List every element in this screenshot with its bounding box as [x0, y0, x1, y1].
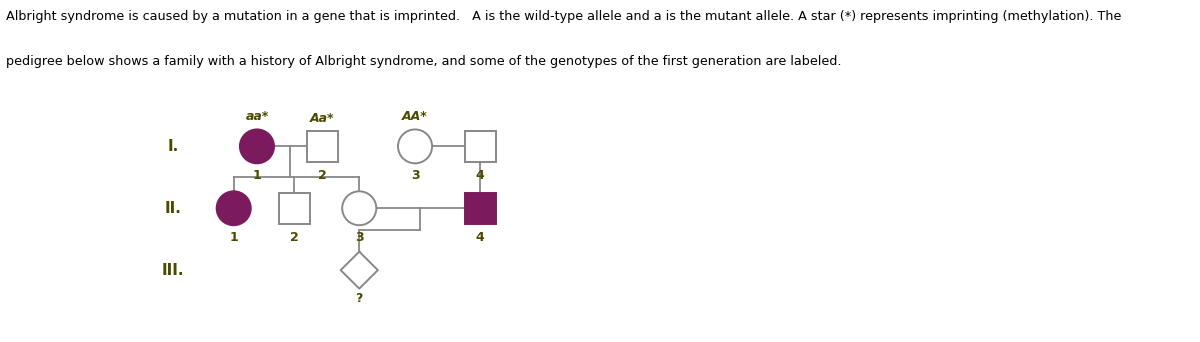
Text: 3: 3: [410, 170, 419, 183]
Bar: [306, 131, 337, 162]
Bar: [464, 193, 496, 224]
Text: 4: 4: [475, 231, 485, 245]
Text: 1: 1: [229, 231, 238, 245]
Text: 4: 4: [475, 170, 485, 183]
Ellipse shape: [342, 191, 377, 225]
Text: AA*: AA*: [402, 110, 428, 123]
Text: 1: 1: [252, 170, 262, 183]
Text: pedigree below shows a family with a history of Albright syndrome, and some of t: pedigree below shows a family with a his…: [6, 55, 841, 68]
Text: III.: III.: [162, 263, 185, 278]
Text: I.: I.: [168, 139, 179, 154]
Text: 2: 2: [289, 231, 299, 245]
Ellipse shape: [217, 191, 251, 225]
Text: 3: 3: [355, 231, 364, 245]
Bar: [464, 131, 496, 162]
Text: II.: II.: [164, 201, 181, 216]
Text: Albright syndrome is caused by a mutation in a gene that is imprinted.   A is th: Albright syndrome is caused by a mutatio…: [6, 10, 1121, 23]
Ellipse shape: [398, 129, 432, 163]
Text: ?: ?: [355, 292, 362, 305]
Text: Aa*: Aa*: [310, 112, 335, 125]
Bar: [278, 193, 310, 224]
Polygon shape: [341, 252, 378, 289]
Text: aa*: aa*: [245, 110, 269, 123]
Text: 2: 2: [318, 170, 326, 183]
Ellipse shape: [240, 129, 274, 163]
